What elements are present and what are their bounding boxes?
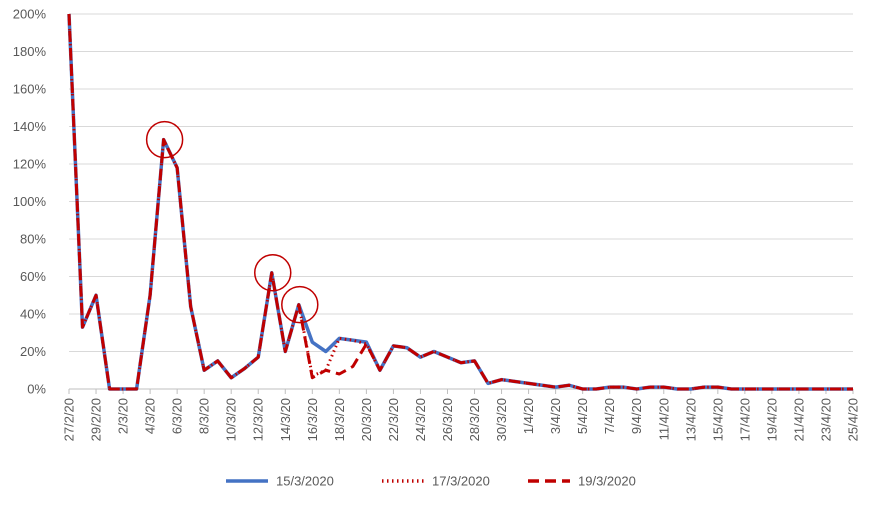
y-tick-label: 20% [20, 344, 46, 359]
x-tick-label: 30/3/20 [494, 398, 509, 441]
x-tick-label: 9/4/20 [629, 398, 644, 434]
x-tick-label: 5/4/20 [575, 398, 590, 434]
x-tick-label: 27/2/20 [62, 398, 77, 441]
series-line-3 [67, 13, 853, 391]
x-tick-label: 8/3/20 [197, 398, 212, 434]
x-tick-label: 16/3/20 [305, 398, 320, 441]
x-tick-label: 6/3/20 [170, 398, 185, 434]
x-tick-label: 14/3/20 [278, 398, 293, 441]
x-tick-label: 3/4/20 [548, 398, 563, 434]
x-tick-label: 17/4/20 [737, 398, 752, 441]
y-tick-label: 160% [13, 82, 47, 97]
y-tick-label: 60% [20, 269, 46, 284]
x-tick-label: 18/3/20 [332, 398, 347, 441]
x-tick-label: 25/4/20 [846, 398, 861, 441]
x-tick-label: 15/4/20 [710, 398, 725, 441]
highlight-circle [254, 254, 292, 292]
y-tick-label: 40% [20, 307, 46, 322]
x-axis: 27/2/20 29/2/20 2/3/20 4/3/20 6/3/20 8/3/20 10… [62, 388, 861, 441]
x-tick-label: 23/4/20 [818, 398, 833, 441]
x-tick-label: 28/3/20 [467, 398, 482, 441]
x-tick-label: 4/3/20 [143, 398, 158, 434]
highlight-circle [281, 285, 319, 324]
series-line-2 [67, 13, 853, 391]
y-tick-label: 0% [27, 382, 46, 397]
x-tick-label: 11/4/20 [656, 398, 671, 440]
x-tick-label: 26/3/20 [440, 398, 455, 441]
y-tick-label: 180% [13, 44, 47, 59]
x-tick-label: 20/3/20 [359, 398, 374, 441]
legend: 15/3/2020 17/3/2020 19/3/2020 [226, 474, 636, 489]
x-tick-label: 24/3/20 [413, 398, 428, 441]
series-lines [67, 13, 853, 391]
y-tick-label: 120% [13, 157, 47, 172]
gridlines [69, 13, 853, 390]
legend-label: 15/3/2020 [276, 474, 334, 489]
x-tick-label: 21/4/20 [791, 398, 806, 441]
x-tick-label: 1/4/20 [521, 398, 536, 434]
y-tick-label: 200% [13, 7, 47, 22]
y-tick-label: 80% [20, 232, 46, 247]
legend-label: 19/3/2020 [578, 474, 636, 489]
highlight-circles [145, 120, 319, 324]
y-axis: 0% 20% 40% 60% 80% 100% 120% 140% 160% 180% 200% [13, 7, 47, 397]
x-tick-label: 2/3/20 [116, 398, 131, 434]
x-tick-label: 10/3/20 [224, 398, 239, 441]
x-tick-label: 12/3/20 [251, 398, 266, 441]
highlight-circle [145, 120, 184, 159]
y-tick-label: 100% [13, 194, 47, 209]
x-tick-label: 19/4/20 [764, 398, 779, 441]
legend-label: 17/3/2020 [432, 474, 490, 489]
y-tick-label: 140% [13, 119, 47, 134]
x-tick-label: 7/4/20 [602, 398, 617, 434]
x-tick-label: 13/4/20 [683, 398, 698, 441]
x-tick-label: 22/3/20 [386, 398, 401, 441]
x-tick-label: 29/2/20 [89, 398, 104, 441]
